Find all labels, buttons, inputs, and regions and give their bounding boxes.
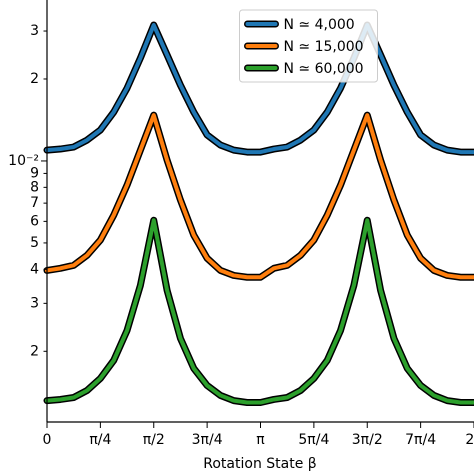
y-tick-label: 10⁻² — [8, 153, 39, 169]
x-axis-label: Rotation State β — [203, 456, 316, 472]
y-tick-label: 5 — [30, 235, 39, 251]
y-tick-label: 9 — [30, 165, 39, 181]
y-tick-label: 4 — [30, 261, 39, 277]
y-tick-label: 3 — [30, 23, 39, 39]
y-tick-label: 2 — [30, 71, 39, 87]
x-tick-label: 5π/4 — [298, 432, 329, 448]
x-tick-label: π/2 — [143, 432, 165, 448]
legend-label: N ≃ 15,000 — [284, 39, 364, 55]
x-tick-label: 2π — [465, 432, 474, 448]
x-tick-label: π/4 — [89, 432, 111, 448]
legend-box — [239, 9, 378, 83]
y-tick-label: 8 — [30, 179, 39, 195]
legend-label: N ≃ 60,000 — [284, 61, 364, 77]
y-tick-label: 2 — [30, 343, 39, 359]
x-tick-label: π — [256, 432, 265, 448]
y-tick-label: 3 — [30, 295, 39, 311]
line-outline — [43, 216, 474, 407]
line — [45, 23, 474, 155]
legend-label: N ≃ 4,000 — [284, 17, 355, 33]
line — [45, 218, 474, 405]
y-tick-label: 6 — [30, 213, 39, 229]
y-tick-label: 7 — [30, 195, 39, 211]
x-tick-label: 7π/4 — [405, 432, 436, 448]
x-tick-label: 0 — [43, 432, 52, 448]
x-tick-label: 3π/2 — [352, 432, 383, 448]
line — [45, 113, 474, 280]
line-outline — [43, 111, 474, 281]
x-tick-label: 3π/4 — [192, 432, 223, 448]
